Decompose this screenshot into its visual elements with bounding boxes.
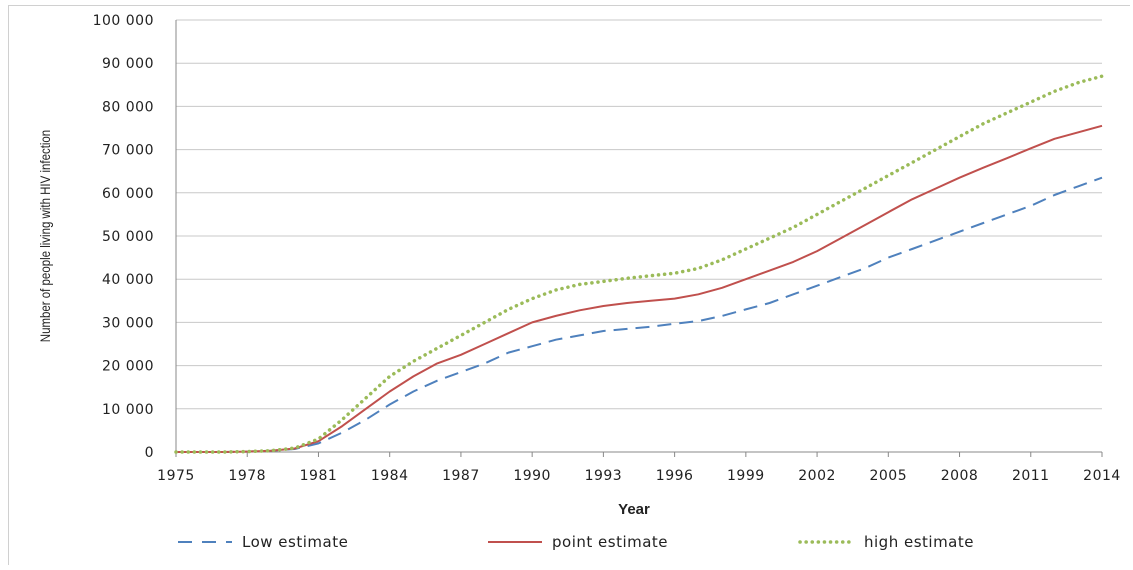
y-tick-label: 30 000	[102, 315, 154, 331]
series-line-point-estimate	[176, 124, 1103, 453]
y-axis-label: Number of people living with HIV infecti…	[37, 130, 53, 342]
y-tick-label: 70 000	[102, 143, 154, 159]
chart-frame	[8, 5, 1130, 565]
legend: Low estimate point estimate high estimate	[178, 533, 974, 551]
x-tick-label: 2011	[1012, 468, 1050, 484]
x-tick-label: 1984	[371, 468, 409, 484]
legend-label: point estimate	[552, 533, 668, 551]
gridlines	[175, 19, 1102, 453]
y-tick-label: 10 000	[102, 402, 154, 418]
x-tick-label: 1975	[157, 468, 195, 484]
series-lines	[174, 74, 1104, 454]
x-tick-label: 1993	[585, 468, 623, 484]
legend-label: Low estimate	[242, 533, 348, 551]
x-tick-label: 2005	[869, 468, 907, 484]
y-tick-label: 20 000	[102, 359, 154, 375]
y-tick-label: 100 000	[93, 13, 154, 29]
x-tick-label: 2008	[941, 468, 979, 484]
x-tick-label: 1987	[442, 468, 480, 484]
x-tick-label: 2014	[1083, 468, 1121, 484]
series-line-low-estimate	[176, 176, 1103, 453]
y-tick-label: 60 000	[102, 186, 154, 202]
x-tick-label: 1978	[228, 468, 266, 484]
y-axis-ticks: 0 10 000 20 000 30 000 40 000 50 000 60 000 70 …	[93, 13, 154, 461]
y-tick-label: 50 000	[102, 229, 154, 245]
legend-label: high estimate	[864, 533, 974, 551]
y-tick-label: 0	[145, 445, 154, 461]
x-tick-label: 2002	[798, 468, 836, 484]
x-tick-label: 1990	[513, 468, 551, 484]
series-line-high-estimate	[174, 74, 1104, 454]
y-tick-label: 80 000	[102, 99, 154, 115]
x-axis-ticks: 1975 1978 1981 1984 1987 1990 1993 1996 1999 2002…	[157, 452, 1121, 484]
y-tick-label: 90 000	[102, 56, 154, 72]
x-tick-label: 1981	[300, 468, 338, 484]
x-tick-label: 1996	[656, 468, 694, 484]
x-axis-label: Year	[618, 501, 650, 518]
x-tick-label: 1999	[727, 468, 765, 484]
y-tick-label: 40 000	[102, 272, 154, 288]
